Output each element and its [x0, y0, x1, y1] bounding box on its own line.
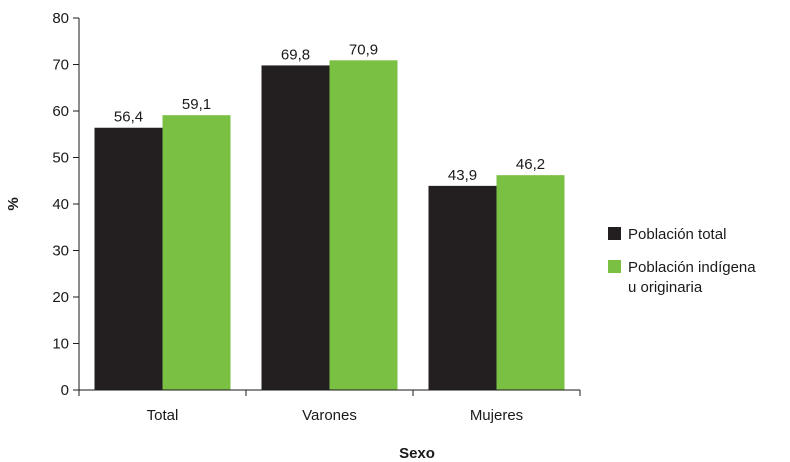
y-tick-label: 20 [52, 289, 69, 306]
x-axis-title: Sexo [399, 445, 435, 462]
y-tick-label: 50 [52, 150, 69, 167]
y-tick-label: 80 [52, 10, 69, 27]
y-axis-ticks: 0 10 20 30 40 50 60 70 80 [52, 10, 79, 399]
bar-total-series-2 [162, 115, 231, 390]
legend-label-series-1: Población total [628, 226, 726, 243]
x-tick-label: Total [147, 407, 179, 424]
data-label: 43,9 [448, 167, 477, 184]
legend-swatch-series-1 [608, 227, 621, 240]
bar-mujeres-series-2 [496, 175, 565, 390]
bar-mujeres-series-1 [428, 185, 497, 390]
y-axis-title: % [5, 197, 22, 210]
bar-varones-series-1 [261, 65, 330, 391]
x-tick-label: Varones [302, 407, 357, 424]
data-label: 70,9 [349, 41, 378, 58]
y-tick-label: 60 [52, 103, 69, 120]
data-label: 46,2 [516, 156, 545, 173]
data-label: 56,4 [114, 109, 143, 126]
y-tick-label: 30 [52, 243, 69, 260]
bar-varones-series-2 [329, 60, 398, 390]
bar-total-series-1 [94, 127, 163, 391]
legend-label-series-2: Población indígena u originaria [628, 259, 756, 296]
x-axis-ticks: Total Varones Mujeres [78, 390, 581, 424]
y-tick-label: 70 [52, 57, 69, 74]
y-tick-label: 10 [52, 336, 69, 353]
x-tick-label: Mujeres [470, 407, 523, 424]
data-label: 59,1 [182, 96, 211, 113]
data-label: 69,8 [281, 46, 310, 63]
legend: Población total Población indígena u origi… [608, 226, 756, 296]
data-labels: 56,4 59,1 69,8 70,9 43,9 46,2 [114, 41, 545, 184]
y-tick-label: 0 [61, 382, 69, 399]
bars [94, 60, 565, 391]
legend-swatch-series-2 [608, 260, 621, 273]
y-tick-label: 40 [52, 196, 69, 213]
